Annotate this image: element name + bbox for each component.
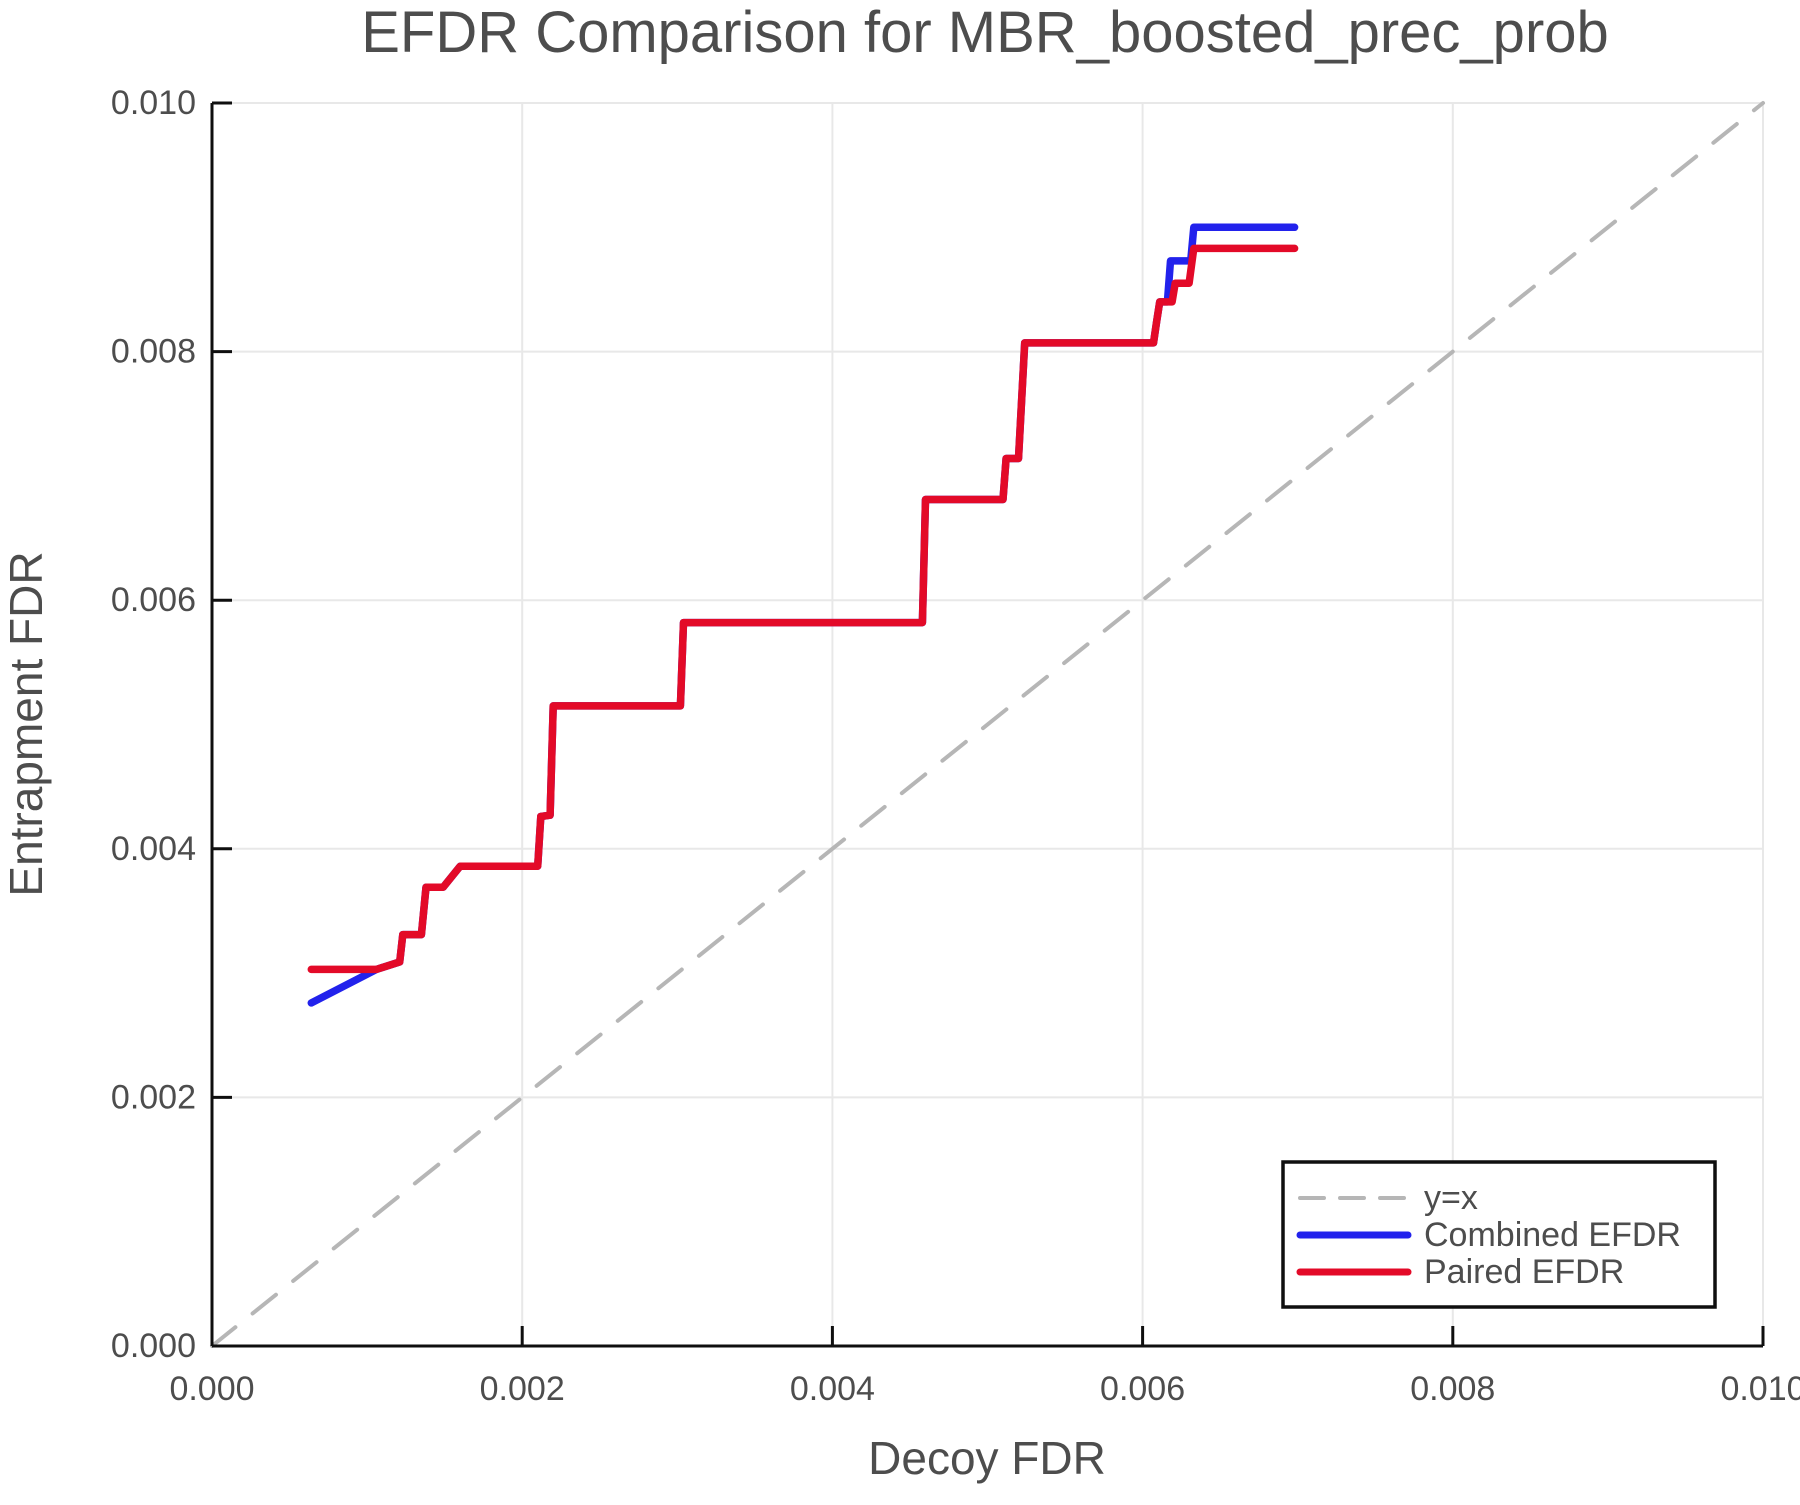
legend-entry-label-0: y=x <box>1424 1179 1478 1217</box>
series-line-2 <box>307 244 1299 974</box>
y-tick-label: 0.006 <box>111 581 196 619</box>
x-tick-label: 0.010 <box>1720 1370 1800 1408</box>
x-axis-label: Decoy FDR <box>868 1432 1106 1484</box>
x-tick-label: 0.006 <box>1100 1370 1185 1408</box>
axes <box>210 101 1765 1348</box>
legend-entry-label-2: Paired EFDR <box>1424 1253 1624 1291</box>
chart-title: EFDR Comparison for MBR_boosted_prec_pro… <box>361 0 1609 65</box>
y-tick-label: 0.002 <box>111 1078 196 1116</box>
x-tick-label: 0.004 <box>790 1370 875 1408</box>
y-tick-label: 0.008 <box>111 333 196 371</box>
y-axis-label: Entrapment FDR <box>0 551 52 896</box>
y-tick-label: 0.010 <box>111 84 196 122</box>
series-line-0 <box>210 101 1765 1348</box>
x-tick-label: 0.008 <box>1410 1370 1495 1408</box>
gridlines <box>212 102 1764 1346</box>
y-tick-label: 0.000 <box>111 1327 196 1365</box>
legend-entry-label-1: Combined EFDR <box>1424 1216 1681 1254</box>
y-tick-label: 0.004 <box>111 830 196 868</box>
x-tick-label: 0.000 <box>169 1370 254 1408</box>
tick-labels: 0.000 0.002 0.004 0.006 0.008 0.010 0.000 0.002… <box>111 84 1800 1408</box>
x-tick-label: 0.002 <box>480 1370 565 1408</box>
series-lines <box>210 101 1765 1348</box>
